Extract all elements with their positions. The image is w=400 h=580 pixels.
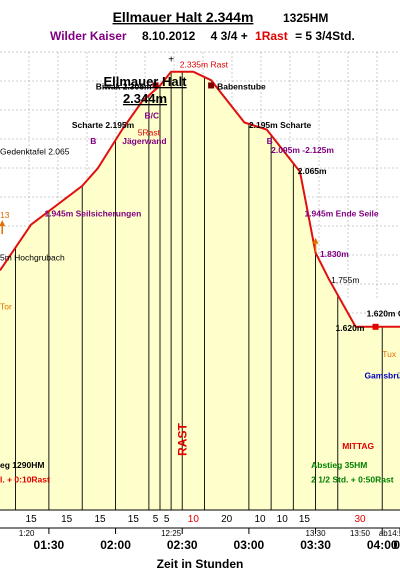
profile-annotation: l. + 0:10Rast — [0, 474, 50, 484]
profile-annotation: 5m Hochgrubach — [0, 252, 65, 262]
profile-annotation: 1.830m — [320, 249, 349, 259]
profile-annotation: 1.620m — [336, 323, 365, 333]
profile-annotation: Abstieg 35HM — [311, 460, 367, 470]
chart-plot-area: 15 15 15 15 5 5 10 20 10 10 15 301:20 12:25 13:30 13:5… — [0, 51, 400, 552]
segment-duration-label: 20 — [221, 514, 233, 525]
time-tick-minor-label: 1:20 — [19, 529, 35, 538]
profile-annotation: 2.065m — [298, 166, 327, 176]
chart-title-suffix: 1325HM — [283, 11, 328, 25]
time-tick-minor-label: 13:50 — [350, 529, 371, 538]
profile-annotation: B/C — [144, 111, 159, 121]
profile-annotation: 1.945m Seilsicherungen — [44, 208, 141, 218]
profile-annotation: eg 1290HM — [0, 460, 44, 470]
profile-annotation: 5Rast — [138, 127, 161, 137]
profile-annotation: 1.620m G — [367, 309, 400, 319]
waypoint-marker — [152, 82, 159, 89]
time-tick-label: 03:00 — [234, 538, 265, 552]
segment-duration-label: 10 — [254, 514, 266, 525]
profile-line — [0, 70, 400, 328]
profile-annotation: Gamsbrü — [364, 370, 400, 380]
profile-area — [0, 71, 400, 510]
x-axis-label: Zeit in Stunden — [157, 557, 244, 571]
segment-duration-label: 15 — [299, 514, 311, 525]
profile-annotation: Gedenktafel 2.065 — [0, 147, 70, 157]
profile-annotation: 2.335m Rast — [180, 60, 229, 70]
summit-elevation: 2.344m — [123, 91, 167, 106]
waypoint-marker — [208, 82, 215, 89]
profile-annotation: 2.195m Scharte — [249, 120, 312, 130]
time-tick-label: 02:30 — [167, 538, 198, 552]
profile-annotation: 2 1/2 Std. + 0:50Rast — [311, 474, 394, 484]
segment-duration-label: 10 — [277, 514, 289, 525]
subtitle-calc-a: 4 3/4 + — [211, 29, 248, 43]
subtitle-date: 8.10.2012 — [142, 29, 196, 43]
profile-annotation: Tux — [382, 349, 397, 359]
profile-annotation: 1.945m Ende Seile — [304, 208, 378, 218]
subtitle-rast: 1Rast — [255, 29, 288, 43]
time-tick-minor-label: 12:25 — [161, 529, 182, 538]
chart-subtitle: Wilder Kaiser 8.10.2012 4 3/4 + 1Rast = … — [50, 29, 355, 43]
segment-duration-label: 5 — [164, 514, 170, 525]
profile-annotation: Babenstube — [217, 81, 266, 91]
segment-duration-label: 5 — [153, 514, 159, 525]
chart-title: Ellmauer Halt 2.344m — [113, 9, 254, 25]
profile-annotation: Tor — [0, 302, 12, 312]
time-tick-label: 03:30 — [300, 538, 331, 552]
profile-annotation: Jägerwand — [122, 136, 166, 146]
arrow-up-icon — [0, 220, 6, 227]
segment-duration-label: 15 — [26, 514, 38, 525]
subtitle-calc-b: = 5 3/4Std. — [295, 29, 355, 43]
profile-annotation: 13 — [0, 210, 10, 220]
profile-annotation: 1.755m — [331, 275, 359, 285]
waypoint-marker — [372, 323, 379, 330]
segment-duration-label: 15 — [61, 514, 73, 525]
profile-annotation: MITTAG — [342, 441, 374, 451]
time-tick-label: 04 — [393, 538, 400, 552]
segment-duration-label: 15 — [94, 514, 106, 525]
segment-duration-label: 30 — [354, 514, 366, 525]
time-tick-label: 04:00 — [367, 538, 398, 552]
time-tick-label: 01:30 — [34, 538, 65, 552]
segment-duration-label: 15 — [128, 514, 140, 525]
profile-annotation: B — [267, 136, 273, 146]
profile-annotation: Scharte 2.195m — [72, 120, 135, 130]
subtitle-prefix: Wilder Kaiser — [50, 29, 127, 43]
arrow-up-icon — [312, 237, 319, 244]
profile-annotation: Biwak 2.305m — [96, 81, 152, 91]
rast-vertical-label: RAST — [176, 423, 190, 456]
summit-name: Ellmauer Halt — [103, 74, 187, 89]
profile-annotation: 2.095m -2.125m — [271, 145, 334, 155]
profile-annotation: B — [90, 136, 96, 146]
rast-plus-mark: + — [168, 55, 174, 66]
time-tick-label: 02:00 — [100, 538, 131, 552]
time-tick-minor-label: ab14:20 — [379, 529, 400, 538]
segment-duration-label: 10 — [188, 514, 200, 525]
